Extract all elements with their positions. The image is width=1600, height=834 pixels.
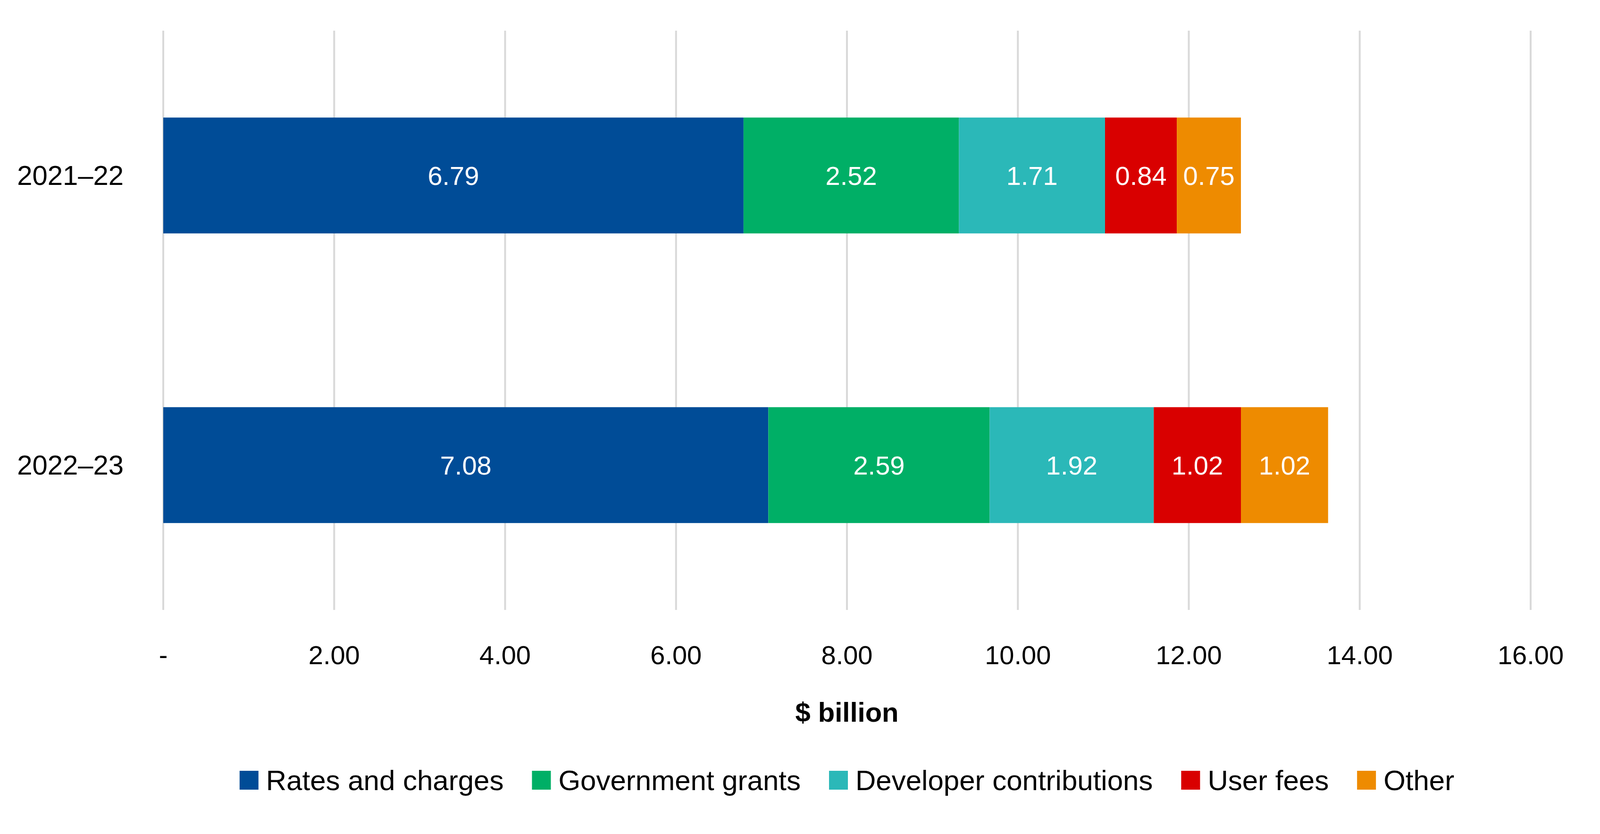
legend-item: User fees [1181, 764, 1329, 797]
legend-swatch [1357, 770, 1376, 790]
grid-line [1529, 30, 1532, 611]
data-label: 0.84 [1115, 160, 1167, 191]
legend-label: Other [1383, 764, 1455, 797]
tick-label: - [159, 640, 168, 671]
legend-item: Rates and charges [239, 764, 504, 797]
tick-label: 10.00 [984, 640, 1051, 671]
tick-label: 6.00 [650, 640, 702, 671]
data-label: 7.08 [440, 450, 492, 481]
bar-segment [989, 407, 1154, 524]
bar-segment [1153, 407, 1241, 524]
bar-segment [743, 117, 959, 234]
data-label: 0.75 [1183, 160, 1235, 191]
grid [163, 30, 1531, 611]
legend-swatch [1181, 770, 1200, 790]
data-label: 2.59 [853, 450, 905, 481]
data-label: 2.52 [825, 160, 878, 191]
chart: - 2.00 4.00 6.00 8.00 10.00 12.00 14.00 16.00 6.7… [0, 0, 1600, 834]
data-label: 1.71 [1006, 160, 1058, 191]
axis-label: $ billion [795, 696, 899, 728]
legend-item: Developer contributions [829, 764, 1153, 797]
bar-segment [163, 407, 769, 524]
tick-label: 4.00 [479, 640, 531, 671]
category-label: 2022–23 [16, 449, 124, 481]
legend-label: Developer contributions [855, 764, 1153, 797]
legend: Rates and charges Government grants Develo… [239, 764, 1455, 797]
bar-segment [163, 117, 744, 234]
legend-label: Rates and charges [266, 764, 504, 797]
bar-segment [1105, 117, 1177, 234]
category-label: 2021–22 [16, 159, 124, 191]
tick-label: 14.00 [1326, 640, 1393, 671]
data-label: 1.92 [1046, 450, 1098, 481]
tick-label: 2.00 [308, 640, 361, 671]
bars [163, 117, 1329, 524]
legend-item: Government grants [531, 764, 801, 797]
legend-swatch [239, 770, 259, 790]
data-labels: 6.79 2.52 1.71 0.84 0.75 7.08 2.59 1.92 1.02 1.02 [427, 160, 1310, 481]
tick-label: 16.00 [1497, 640, 1564, 671]
legend-label: User fees [1207, 764, 1329, 797]
legend-label: Government grants [558, 764, 801, 797]
tick-label: 8.00 [821, 640, 873, 671]
bar-segment [768, 407, 990, 524]
data-label: 1.02 [1258, 450, 1311, 481]
bar-segment [958, 117, 1106, 234]
legend-swatch [829, 770, 848, 790]
legend-item: Other [1357, 764, 1455, 797]
tick-label: 12.00 [1155, 640, 1222, 671]
bar-segment [1240, 407, 1329, 524]
data-label: 1.02 [1171, 450, 1224, 481]
grid-line [1358, 30, 1361, 611]
data-label: 6.79 [427, 160, 479, 191]
legend-swatch [531, 770, 551, 790]
bar-segment [1176, 117, 1241, 234]
